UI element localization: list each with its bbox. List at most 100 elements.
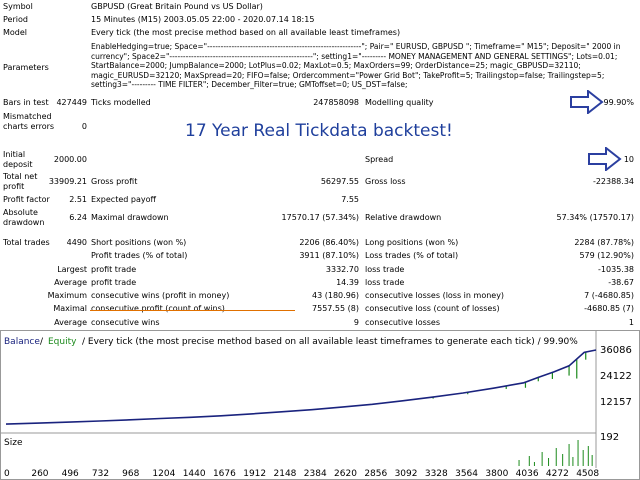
model-label: Model <box>3 28 28 37</box>
legend-balance: Balance <box>4 337 40 347</box>
x-tick-label: 2384 <box>304 469 327 479</box>
x-tick-label: 4036 <box>516 469 539 479</box>
average-profit-value: 14.39 <box>336 278 359 287</box>
modelling-quality-label: Modelling quality <box>365 98 434 107</box>
x-tick-label: 1676 <box>213 469 236 479</box>
maximal-losses-label: consecutive loss (count of losses) <box>365 304 500 313</box>
gross-loss-label: Gross loss <box>365 177 406 186</box>
average-losses-label: consecutive losses <box>365 318 441 327</box>
x-tick-label: 1440 <box>183 469 206 479</box>
average-loss-label: loss trade <box>365 278 405 287</box>
maximum-losses-label: consecutive losses (loss in money) <box>365 291 505 300</box>
x-tick-label: 1204 <box>152 469 175 479</box>
maximal-label: Maximal <box>53 304 87 313</box>
maximum-losses-value: 7 (-4680.85) <box>584 291 634 300</box>
maximal-drawdown-value: 17570.17 (57.34%) <box>281 213 359 222</box>
mismatched-label: Mismatched charts errors <box>3 112 55 131</box>
long-positions-label: Long positions (won %) <box>365 238 459 247</box>
x-tick-label: 3800 <box>485 469 508 479</box>
gross-loss-value: -22388.34 <box>592 177 634 186</box>
average-profit-label: profit trade <box>91 278 137 287</box>
strikethrough-line <box>90 310 295 311</box>
chart-title: / Every tick (the most precise method ba… <box>82 337 578 347</box>
loss-trades-value: 579 (12.90%) <box>579 251 634 260</box>
symbol-label: Symbol <box>3 2 33 11</box>
maximum-wins-label: consecutive wins (profit in money) <box>91 291 230 300</box>
profit-factor-value: 2.51 <box>69 195 87 204</box>
x-tick-label: 2856 <box>364 469 387 479</box>
maximum-label: Maximum <box>47 291 87 300</box>
maximum-wins-value: 43 (180.96) <box>312 291 359 300</box>
x-tick-label: 3328 <box>425 469 448 479</box>
bars-in-test-value: 427449 <box>56 98 87 107</box>
relative-drawdown-value: 57.34% (17570.17) <box>556 213 634 222</box>
x-tick-label: 3564 <box>455 469 478 479</box>
legend-equity: Equity <box>48 337 77 347</box>
period-value: 15 Minutes (M15) 2003.05.05 22:00 - 2020… <box>91 15 315 24</box>
gross-profit-value: 56297.55 <box>320 177 359 186</box>
mismatched-value: 0 <box>81 122 87 131</box>
x-tick-label: 3092 <box>395 469 418 479</box>
maximal-losses-value: -4680.85 (7) <box>584 304 634 313</box>
arrow-right-icon <box>570 90 604 114</box>
expected-payoff-value: 7.55 <box>341 195 359 204</box>
x-tick-label: 0 <box>4 469 10 479</box>
total-net-profit-label: Total net profit <box>3 172 38 191</box>
x-tick-label: 2620 <box>334 469 357 479</box>
x-tick-label: 260 <box>31 469 48 479</box>
short-positions-value: 2206 (86.40%) <box>299 238 359 247</box>
largest-profit-label: profit trade <box>91 265 137 274</box>
loss-trades-label: Loss trades (% of total) <box>365 251 459 260</box>
initial-deposit-label: Initial deposit <box>3 150 33 169</box>
balance-series-line <box>5 349 597 425</box>
maximal-wins-label: consecutive profit (count of wins) <box>91 304 225 313</box>
ticks-modelled-label: Ticks modelled <box>91 98 151 107</box>
bars-in-test-label: Bars in test <box>3 98 49 107</box>
x-tick-label: 496 <box>62 469 79 479</box>
x-tick-label: 1912 <box>243 469 266 479</box>
parameters-label: Parameters <box>3 63 49 72</box>
y-tick-label: 192 <box>600 432 619 443</box>
relative-drawdown-label: Relative drawdown <box>365 213 442 222</box>
spread-label: Spread <box>365 155 394 164</box>
profit-trades-label: Profit trades (% of total) <box>91 251 188 260</box>
x-tick-label: 732 <box>92 469 109 479</box>
profit-factor-label: Profit factor <box>3 195 50 204</box>
y-tick-label: 24122 <box>600 371 632 382</box>
y-tick-label: 12157 <box>600 397 632 408</box>
ticks-modelled-value: 247858098 <box>313 98 359 107</box>
average-wins-value: 9 <box>353 318 359 327</box>
average-consecutive-label: Average <box>54 318 87 327</box>
absolute-drawdown-label: Absolute drawdown <box>3 208 45 227</box>
total-trades-value: 4490 <box>66 238 87 247</box>
arrow-right-icon <box>588 147 622 171</box>
size-label: Size <box>4 438 23 448</box>
x-tick-label: 4508 <box>576 469 599 479</box>
spread-value: 10 <box>623 155 634 164</box>
initial-deposit-value: 2000.00 <box>53 155 87 164</box>
modelling-quality-value: 99.90% <box>603 98 634 107</box>
gross-profit-label: Gross profit <box>91 177 138 186</box>
largest-loss-value: -1035.38 <box>598 265 634 274</box>
average-losses-value: 1 <box>628 318 634 327</box>
absolute-drawdown-value: 6.24 <box>69 213 87 222</box>
short-positions-label: Short positions (won %) <box>91 238 187 247</box>
legend-separator: / <box>40 337 44 347</box>
symbol-value: GBPUSD (Great Britain Pound vs US Dollar… <box>91 2 263 11</box>
y-tick-label: 36086 <box>600 345 632 356</box>
expected-payoff-label: Expected payoff <box>91 195 156 204</box>
x-tick-label: 968 <box>122 469 139 479</box>
average-label: Average <box>54 278 87 287</box>
maximal-drawdown-label: Maximal drawdown <box>91 213 169 222</box>
largest-profit-value: 3332.70 <box>325 265 359 274</box>
backtest-banner: 17 Year Real Tickdata backtest! <box>185 121 453 141</box>
parameters-value: EnableHedging=true; Space="-------------… <box>91 42 621 90</box>
average-wins-label: consecutive wins <box>91 318 160 327</box>
largest-label: Largest <box>57 265 87 274</box>
long-positions-value: 2284 (87.78%) <box>574 238 634 247</box>
period-label: Period <box>3 15 28 24</box>
total-trades-label: Total trades <box>3 238 50 247</box>
balance-equity-chart: Balance / Equity / Every tick (the most … <box>0 330 640 480</box>
model-value: Every tick (the most precise method base… <box>91 28 401 37</box>
maximal-wins-value: 7557.55 (8) <box>312 304 359 313</box>
